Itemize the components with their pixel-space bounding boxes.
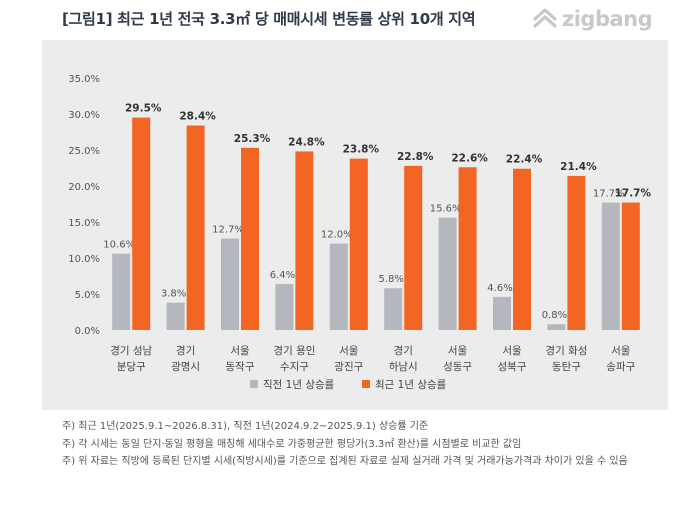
legend-swatch-recent-year bbox=[362, 380, 370, 388]
data-label-recent-year: 22.6% bbox=[451, 152, 488, 164]
footnote-period: 주) 최근 1년(2025.9.1~2026.8.31), 직전 1년(2024… bbox=[62, 421, 429, 432]
data-label-previous-year: 10.6% bbox=[103, 240, 135, 251]
x-category-label: 동작구 bbox=[226, 361, 255, 373]
zigbang-logo: zigbang bbox=[532, 6, 653, 32]
x-category-label: 서울 bbox=[339, 345, 359, 357]
x-category-label: 성북구 bbox=[498, 361, 527, 373]
data-label-recent-year: 24.8% bbox=[288, 136, 325, 148]
data-label-previous-year: 5.8% bbox=[378, 274, 403, 285]
bar-recent-year bbox=[513, 168, 531, 330]
x-category-label: 송파구 bbox=[606, 361, 635, 373]
bar-previous-year bbox=[166, 302, 185, 330]
x-category-label: 경기 bbox=[394, 344, 413, 357]
x-category-label: 경기 용인 bbox=[273, 344, 315, 357]
data-label-recent-year: 28.4% bbox=[179, 111, 216, 123]
bar-chart: 0.0% 5.0% 10.0% 15.0% 20.0% 25.0% 30.0% 35.0% 10… bbox=[68, 74, 652, 391]
bar-previous-year bbox=[438, 217, 457, 330]
logo-icon bbox=[533, 8, 557, 28]
x-category-label: 서울 bbox=[502, 345, 522, 357]
data-label-recent-year: 22.8% bbox=[397, 151, 434, 163]
x-category-label: 분당구 bbox=[117, 361, 146, 373]
y-tick-label: 30.0% bbox=[68, 110, 100, 121]
data-label-recent-year: 22.4% bbox=[506, 154, 543, 166]
footnotes: 주) 최근 1년(2025.9.1~2026.8.31), 직전 1년(2024… bbox=[62, 418, 682, 471]
data-label-recent-year: 25.3% bbox=[234, 133, 271, 145]
y-tick-label: 5.0% bbox=[75, 290, 100, 301]
bar-recent-year bbox=[567, 175, 586, 330]
legend-label-recent-year: 최근 1년 상승률 bbox=[375, 379, 447, 391]
y-tick-label: 25.0% bbox=[68, 146, 100, 157]
x-category-label: 서울 bbox=[448, 345, 468, 357]
data-label-previous-year: 12.0% bbox=[321, 230, 353, 241]
chart-title: [그림1] 최근 1년 전국 3.3㎡ 당 매매시세 변동률 상위 10개 지역 bbox=[62, 10, 476, 28]
bar-previous-year bbox=[329, 243, 348, 330]
bar-recent-year bbox=[295, 151, 314, 330]
bar-previous-year bbox=[221, 238, 239, 330]
bar-previous-year bbox=[112, 253, 131, 330]
bar-recent-year bbox=[404, 165, 423, 330]
data-label-recent-year: 21.4% bbox=[560, 161, 597, 173]
legend-label-previous-year: 직전 1년 상승률 bbox=[263, 379, 335, 391]
footnote-disclaimer: 주) 위 자료는 직방에 등록된 단지별 시세(직방시세)를 기준으로 집계된 … bbox=[62, 456, 628, 467]
y-tick-label: 0.0% bbox=[75, 326, 100, 337]
data-label-recent-year: 17.7% bbox=[615, 188, 652, 200]
footnote-method: 주) 각 시세는 동일 단지·동일 평형을 매칭해 세대수로 가중평균한 평당가… bbox=[62, 438, 522, 450]
bar-previous-year bbox=[275, 283, 294, 330]
data-label-previous-year: 6.4% bbox=[270, 270, 295, 281]
bar-recent-year bbox=[241, 147, 259, 330]
logo-text: zigbang bbox=[562, 7, 653, 31]
data-label-previous-year: 15.6% bbox=[430, 204, 462, 215]
x-category-label: 경기 화성 bbox=[545, 344, 587, 357]
data-label-previous-year: 4.6% bbox=[487, 283, 512, 294]
y-tick-label: 35.0% bbox=[68, 74, 100, 85]
y-tick-label: 20.0% bbox=[68, 182, 100, 193]
data-label-recent-year: 29.5% bbox=[125, 103, 162, 115]
x-category-label: 서울 bbox=[230, 345, 250, 357]
bar-previous-year bbox=[547, 324, 566, 330]
data-label-recent-year: 23.8% bbox=[343, 144, 380, 156]
data-label-previous-year: 0.8% bbox=[542, 310, 567, 321]
bar-recent-year bbox=[132, 117, 151, 330]
x-category-label: 경기 성남 bbox=[110, 344, 152, 357]
bar-recent-year bbox=[621, 202, 640, 330]
y-tick-label: 15.0% bbox=[68, 218, 100, 229]
x-category-label: 수지구 bbox=[280, 361, 309, 373]
data-label-previous-year: 17.7% bbox=[593, 189, 625, 200]
bar-recent-year bbox=[458, 167, 477, 330]
bar-recent-year bbox=[186, 125, 205, 331]
data-label-previous-year: 12.7% bbox=[212, 225, 244, 236]
bar-previous-year bbox=[601, 202, 620, 330]
legend-swatch-previous-year bbox=[250, 380, 258, 388]
y-tick-label: 10.0% bbox=[68, 254, 100, 265]
data-label-previous-year: 3.8% bbox=[161, 289, 186, 300]
chart-panel: 0.0% 5.0% 10.0% 15.0% 20.0% 25.0% 30.0% 35.0% 10… bbox=[42, 40, 668, 410]
x-category-label: 경기 bbox=[176, 344, 195, 357]
bar-previous-year bbox=[384, 288, 403, 330]
x-category-label: 하남시 bbox=[389, 360, 418, 373]
bar-previous-year bbox=[493, 296, 511, 330]
x-category-label: 성동구 bbox=[443, 361, 472, 373]
x-category-label: 광명시 bbox=[171, 361, 200, 373]
bar-recent-year bbox=[349, 158, 368, 330]
x-category-label: 동탄구 bbox=[552, 361, 581, 373]
x-category-label: 서울 bbox=[611, 345, 631, 357]
x-category-label: 광진구 bbox=[334, 361, 363, 373]
